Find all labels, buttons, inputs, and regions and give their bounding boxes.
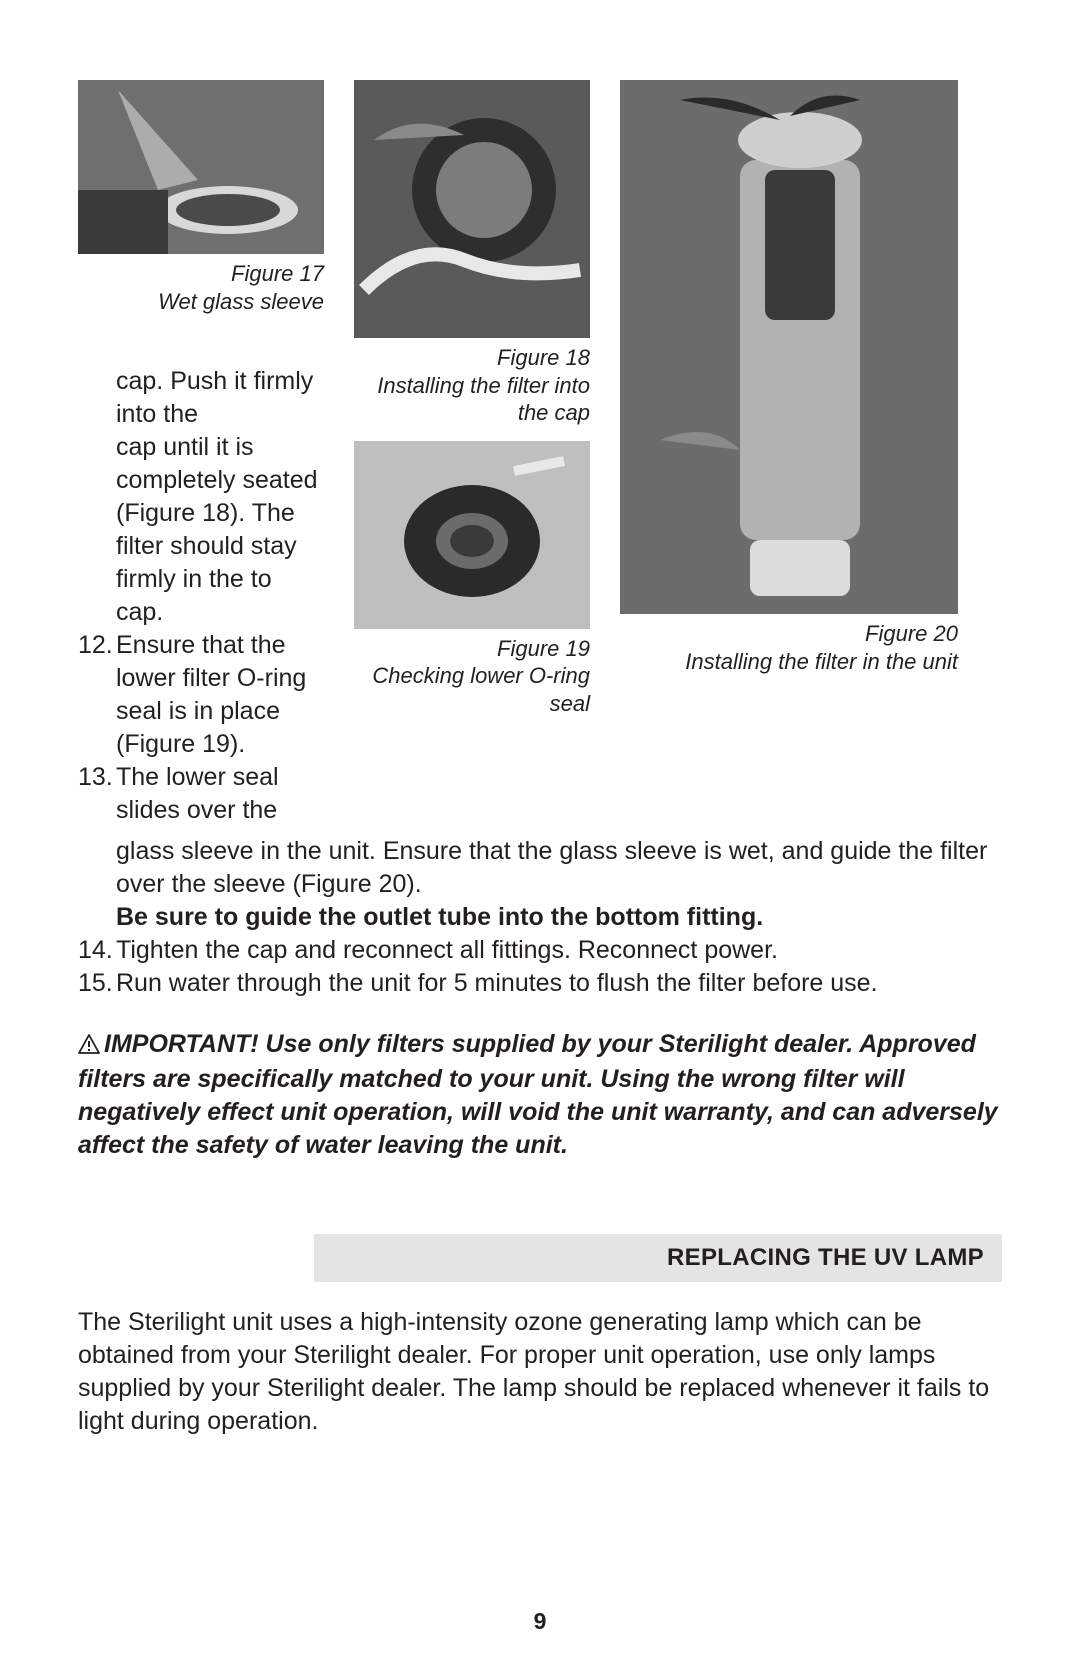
figure-17-image xyxy=(78,80,324,254)
step-12-text: Ensure that the lower filter O-ring seal… xyxy=(116,631,306,758)
figure-20-label: Figure 20 xyxy=(865,621,958,646)
figure-grid: Figure 17 Wet glass sleeve cap. Push it … xyxy=(78,80,1002,827)
figure-18-text: Installing the filter into the cap xyxy=(377,373,590,426)
manual-page: Figure 17 Wet glass sleeve cap. Push it … xyxy=(0,0,1080,1478)
step-13a: 13.The lower seal slides over the xyxy=(78,761,324,827)
step-12: 12.Ensure that the lower filter O-ring s… xyxy=(78,629,324,761)
figure-20-image xyxy=(620,80,958,614)
step-15: 15. Run water through the unit for 5 min… xyxy=(78,967,1002,1000)
figure-19-label: Figure 19 xyxy=(497,636,590,661)
step-14: 14.Tighten the cap and reconnect all fit… xyxy=(78,934,1002,967)
figure-19: Figure 19 Checking lower O-ring seal xyxy=(354,441,590,718)
step-lead-in-wrapper: cap. Push it firmly into thecap until it… xyxy=(78,365,324,827)
important-notice: IMPORTANT! Use only filters supplied by … xyxy=(78,1028,1002,1162)
check-oring-photo xyxy=(354,441,590,629)
step-15-text: Run water through the unit for 5 minutes… xyxy=(116,969,878,997)
step-14-num: 14. xyxy=(78,934,113,967)
step-15-num: 15. xyxy=(78,967,113,1000)
step-13b: glass sleeve in the unit. Ensure that th… xyxy=(78,835,1002,901)
install-filter-unit-photo xyxy=(620,80,958,614)
steps-narrow: 12.Ensure that the lower filter O-ring s… xyxy=(78,629,324,827)
step-12-num: 12. xyxy=(78,629,113,662)
figure-19-text: Checking lower O-ring seal xyxy=(372,663,590,716)
steps-full: 14.Tighten the cap and reconnect all fit… xyxy=(78,934,1002,1000)
install-filter-cap-photo xyxy=(354,80,590,338)
step-14-text: Tighten the cap and reconnect all fittin… xyxy=(116,936,778,964)
page-number: 9 xyxy=(0,1608,1080,1635)
step-13-num: 13. xyxy=(78,761,113,794)
step-13-bold: Be sure to guide the outlet tube into th… xyxy=(78,901,1002,934)
figure-17-label: Figure 17 xyxy=(231,261,324,286)
figure-17-text: Wet glass sleeve xyxy=(158,289,324,314)
step-13a-text: The lower seal slides over the xyxy=(116,763,279,824)
figure-18-label: Figure 18 xyxy=(497,345,590,370)
wet-glass-sleeve-photo xyxy=(78,80,324,254)
column-middle: Figure 18 Installing the filter into the… xyxy=(354,80,590,827)
step-lead-in: cap. Push it firmly into thecap until it… xyxy=(78,365,324,629)
section-heading: REPLACING THE UV LAMP xyxy=(314,1234,1002,1282)
figure-17: Figure 17 Wet glass sleeve xyxy=(78,80,324,315)
figure-19-caption: Figure 19 Checking lower O-ring seal xyxy=(354,635,590,718)
important-text: IMPORTANT! Use only filters supplied by … xyxy=(78,1030,998,1159)
figure-20-caption: Figure 20 Installing the filter in the u… xyxy=(620,620,958,675)
figure-20-text: Installing the filter in the unit xyxy=(685,649,958,674)
figure-18: Figure 18 Installing the filter into the… xyxy=(354,80,590,427)
figure-19-image xyxy=(354,441,590,629)
column-left: Figure 17 Wet glass sleeve cap. Push it … xyxy=(78,80,324,827)
figure-18-image xyxy=(354,80,590,338)
figure-17-caption: Figure 17 Wet glass sleeve xyxy=(78,260,324,315)
warning-icon xyxy=(78,1030,100,1063)
uv-lamp-paragraph: The Sterilight unit uses a high-intensit… xyxy=(78,1306,1002,1438)
figure-20: Figure 20 Installing the filter in the u… xyxy=(620,80,958,675)
figure-18-caption: Figure 18 Installing the filter into the… xyxy=(354,344,590,427)
column-right: Figure 20 Installing the filter in the u… xyxy=(620,80,958,827)
